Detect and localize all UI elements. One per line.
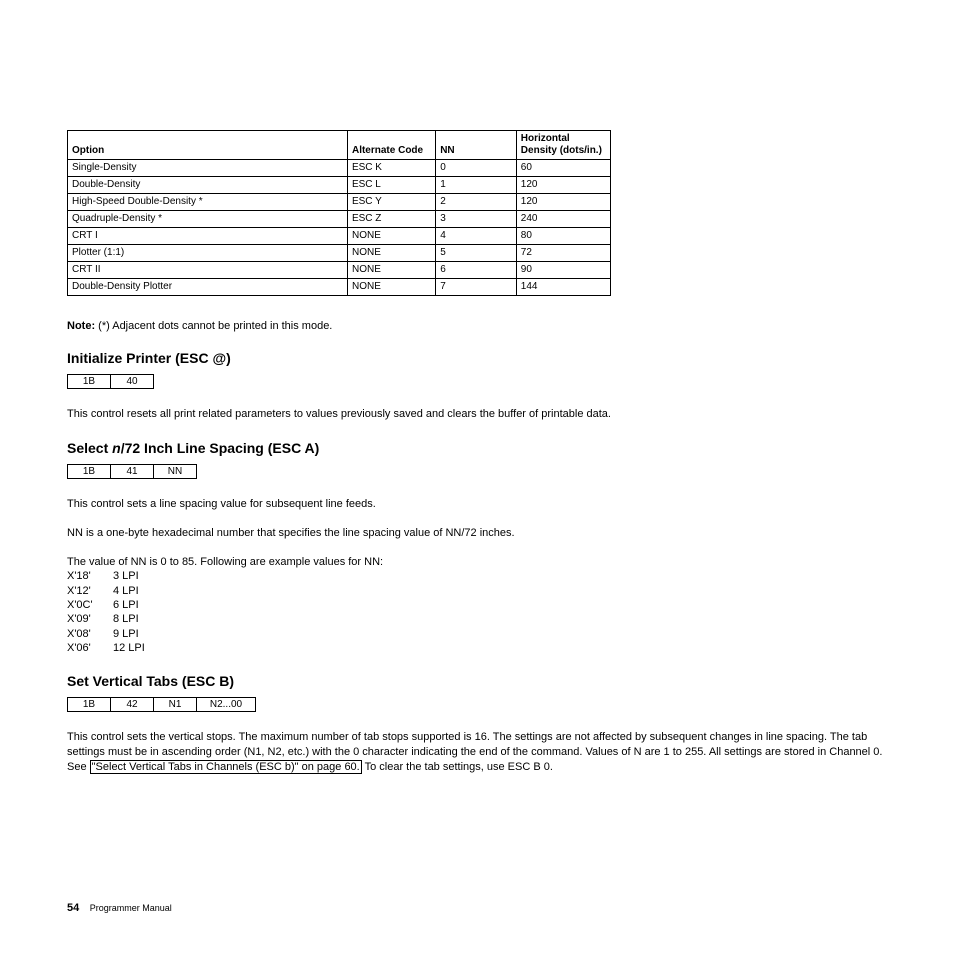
th-density: Horizontal Density (dots/in.) bbox=[516, 131, 610, 160]
note-label: Note: bbox=[67, 320, 95, 332]
lpi-val: 8 LPI bbox=[113, 612, 151, 626]
table-cell: ESC Y bbox=[347, 194, 435, 211]
section-line-spacing-title: Select n/72 Inch Line Spacing (ESC A) bbox=[67, 440, 887, 456]
table-cell: NONE bbox=[347, 245, 435, 262]
lpi-val: 6 LPI bbox=[113, 598, 151, 612]
table-row: CRT IINONE690 bbox=[68, 262, 611, 279]
table-cell: 72 bbox=[516, 245, 610, 262]
hex-cell: 1B bbox=[68, 375, 111, 389]
vt-body-post: To clear the tab settings, use ESC B 0. bbox=[362, 761, 553, 773]
table-cell: 60 bbox=[516, 160, 610, 177]
table-cell: 120 bbox=[516, 177, 610, 194]
table-cell: High-Speed Double-Density * bbox=[68, 194, 348, 211]
table-row: Double-Density PlotterNONE7144 bbox=[68, 279, 611, 296]
table-row: High-Speed Double-Density *ESC Y2120 bbox=[68, 194, 611, 211]
table-cell: 6 bbox=[436, 262, 517, 279]
table-cell: 5 bbox=[436, 245, 517, 262]
lpi-hex: X'18' bbox=[67, 569, 113, 583]
table-cell: 120 bbox=[516, 194, 610, 211]
hex-table-initialize: 1B40 bbox=[67, 374, 154, 389]
hex-cell: NN bbox=[154, 464, 197, 478]
table-cell: 4 bbox=[436, 228, 517, 245]
table-cell: 80 bbox=[516, 228, 610, 245]
table-cell: Double-Density bbox=[68, 177, 348, 194]
hex-cell: 42 bbox=[111, 698, 154, 712]
hex-cell: 40 bbox=[111, 375, 154, 389]
table-cell: ESC L bbox=[347, 177, 435, 194]
lpi-hex: X'06' bbox=[67, 641, 113, 655]
vertical-tabs-body: This control sets the vertical stops. Th… bbox=[67, 730, 887, 775]
table-cell: 0 bbox=[436, 160, 517, 177]
table-cell: 240 bbox=[516, 211, 610, 228]
hex-cell: 1B bbox=[68, 698, 111, 712]
page: Option Alternate Code NN Horizontal Dens… bbox=[0, 0, 954, 954]
lpi-val: 3 LPI bbox=[113, 569, 151, 583]
lpi-val: 4 LPI bbox=[113, 584, 151, 598]
th-nn: NN bbox=[436, 131, 517, 160]
hex-table-line-spacing: 1B41NN bbox=[67, 464, 197, 479]
table-cell: NONE bbox=[347, 228, 435, 245]
title-italic: n bbox=[112, 440, 121, 456]
lpi-row: X'18'3 LPI bbox=[67, 569, 151, 583]
table-cell: 7 bbox=[436, 279, 517, 296]
density-table-header-row: Option Alternate Code NN Horizontal Dens… bbox=[68, 131, 611, 160]
hex-cell: 41 bbox=[111, 464, 154, 478]
lpi-hex: X'12' bbox=[67, 584, 113, 598]
table-row: Plotter (1:1)NONE572 bbox=[68, 245, 611, 262]
table-row: CRT INONE480 bbox=[68, 228, 611, 245]
lpi-hex: X'09' bbox=[67, 612, 113, 626]
table-cell: Quadruple-Density * bbox=[68, 211, 348, 228]
table-cell: 2 bbox=[436, 194, 517, 211]
table-cell: NONE bbox=[347, 262, 435, 279]
footer-label: Programmer Manual bbox=[90, 903, 172, 913]
table-cell: CRT I bbox=[68, 228, 348, 245]
section-vertical-tabs-title: Set Vertical Tabs (ESC B) bbox=[67, 673, 887, 689]
lpi-row: X'12'4 LPI bbox=[67, 584, 151, 598]
note-text: (*) Adjacent dots cannot be printed in t… bbox=[98, 320, 332, 332]
table-row: Single-DensityESC K060 bbox=[68, 160, 611, 177]
line-spacing-body1: This control sets a line spacing value f… bbox=[67, 497, 887, 512]
th-alt: Alternate Code bbox=[347, 131, 435, 160]
lpi-row: X'0C'6 LPI bbox=[67, 598, 151, 612]
table-cell: NONE bbox=[347, 279, 435, 296]
th-option: Option bbox=[68, 131, 348, 160]
vt-link[interactable]: "Select Vertical Tabs in Channels (ESC b… bbox=[90, 760, 362, 774]
lpi-hex: X'0C' bbox=[67, 598, 113, 612]
lpi-hex: X'08' bbox=[67, 627, 113, 641]
table-cell: CRT II bbox=[68, 262, 348, 279]
lpi-row: X'06'12 LPI bbox=[67, 641, 151, 655]
section-initialize-body: This control resets all print related pa… bbox=[67, 407, 887, 422]
table-cell: 3 bbox=[436, 211, 517, 228]
section-initialize-printer-title: Initialize Printer (ESC @) bbox=[67, 350, 887, 366]
table-cell: 144 bbox=[516, 279, 610, 296]
table-cell: ESC K bbox=[347, 160, 435, 177]
density-table: Option Alternate Code NN Horizontal Dens… bbox=[67, 130, 611, 296]
title-post: /72 Inch Line Spacing (ESC A) bbox=[121, 440, 320, 456]
lpi-val: 12 LPI bbox=[113, 641, 151, 655]
table-cell: 1 bbox=[436, 177, 517, 194]
hex-cell: N1 bbox=[154, 698, 197, 712]
table-cell: Plotter (1:1) bbox=[68, 245, 348, 262]
title-pre: Select bbox=[67, 440, 112, 456]
table-cell: ESC Z bbox=[347, 211, 435, 228]
line-spacing-body2: NN is a one-byte hexadecimal number that… bbox=[67, 526, 887, 541]
lpi-row: X'08'9 LPI bbox=[67, 627, 151, 641]
table-cell: Single-Density bbox=[68, 160, 348, 177]
lpi-row: X'09'8 LPI bbox=[67, 612, 151, 626]
lpi-table: X'18'3 LPIX'12'4 LPIX'0C'6 LPIX'09'8 LPI… bbox=[67, 569, 151, 655]
table-row: Quadruple-Density *ESC Z3240 bbox=[68, 211, 611, 228]
table-cell: Double-Density Plotter bbox=[68, 279, 348, 296]
lpi-val: 9 LPI bbox=[113, 627, 151, 641]
page-footer: 54 Programmer Manual bbox=[67, 902, 172, 914]
hex-table-vertical-tabs: 1B42N1N2...00 bbox=[67, 697, 256, 712]
table-row: Double-DensityESC L1120 bbox=[68, 177, 611, 194]
note-paragraph: Note: (*) Adjacent dots cannot be printe… bbox=[67, 320, 887, 332]
hex-cell: 1B bbox=[68, 464, 111, 478]
table-cell: 90 bbox=[516, 262, 610, 279]
line-spacing-body3: The value of NN is 0 to 85. Following ar… bbox=[67, 555, 887, 570]
page-number: 54 bbox=[67, 902, 79, 914]
hex-cell: N2...00 bbox=[197, 698, 256, 712]
